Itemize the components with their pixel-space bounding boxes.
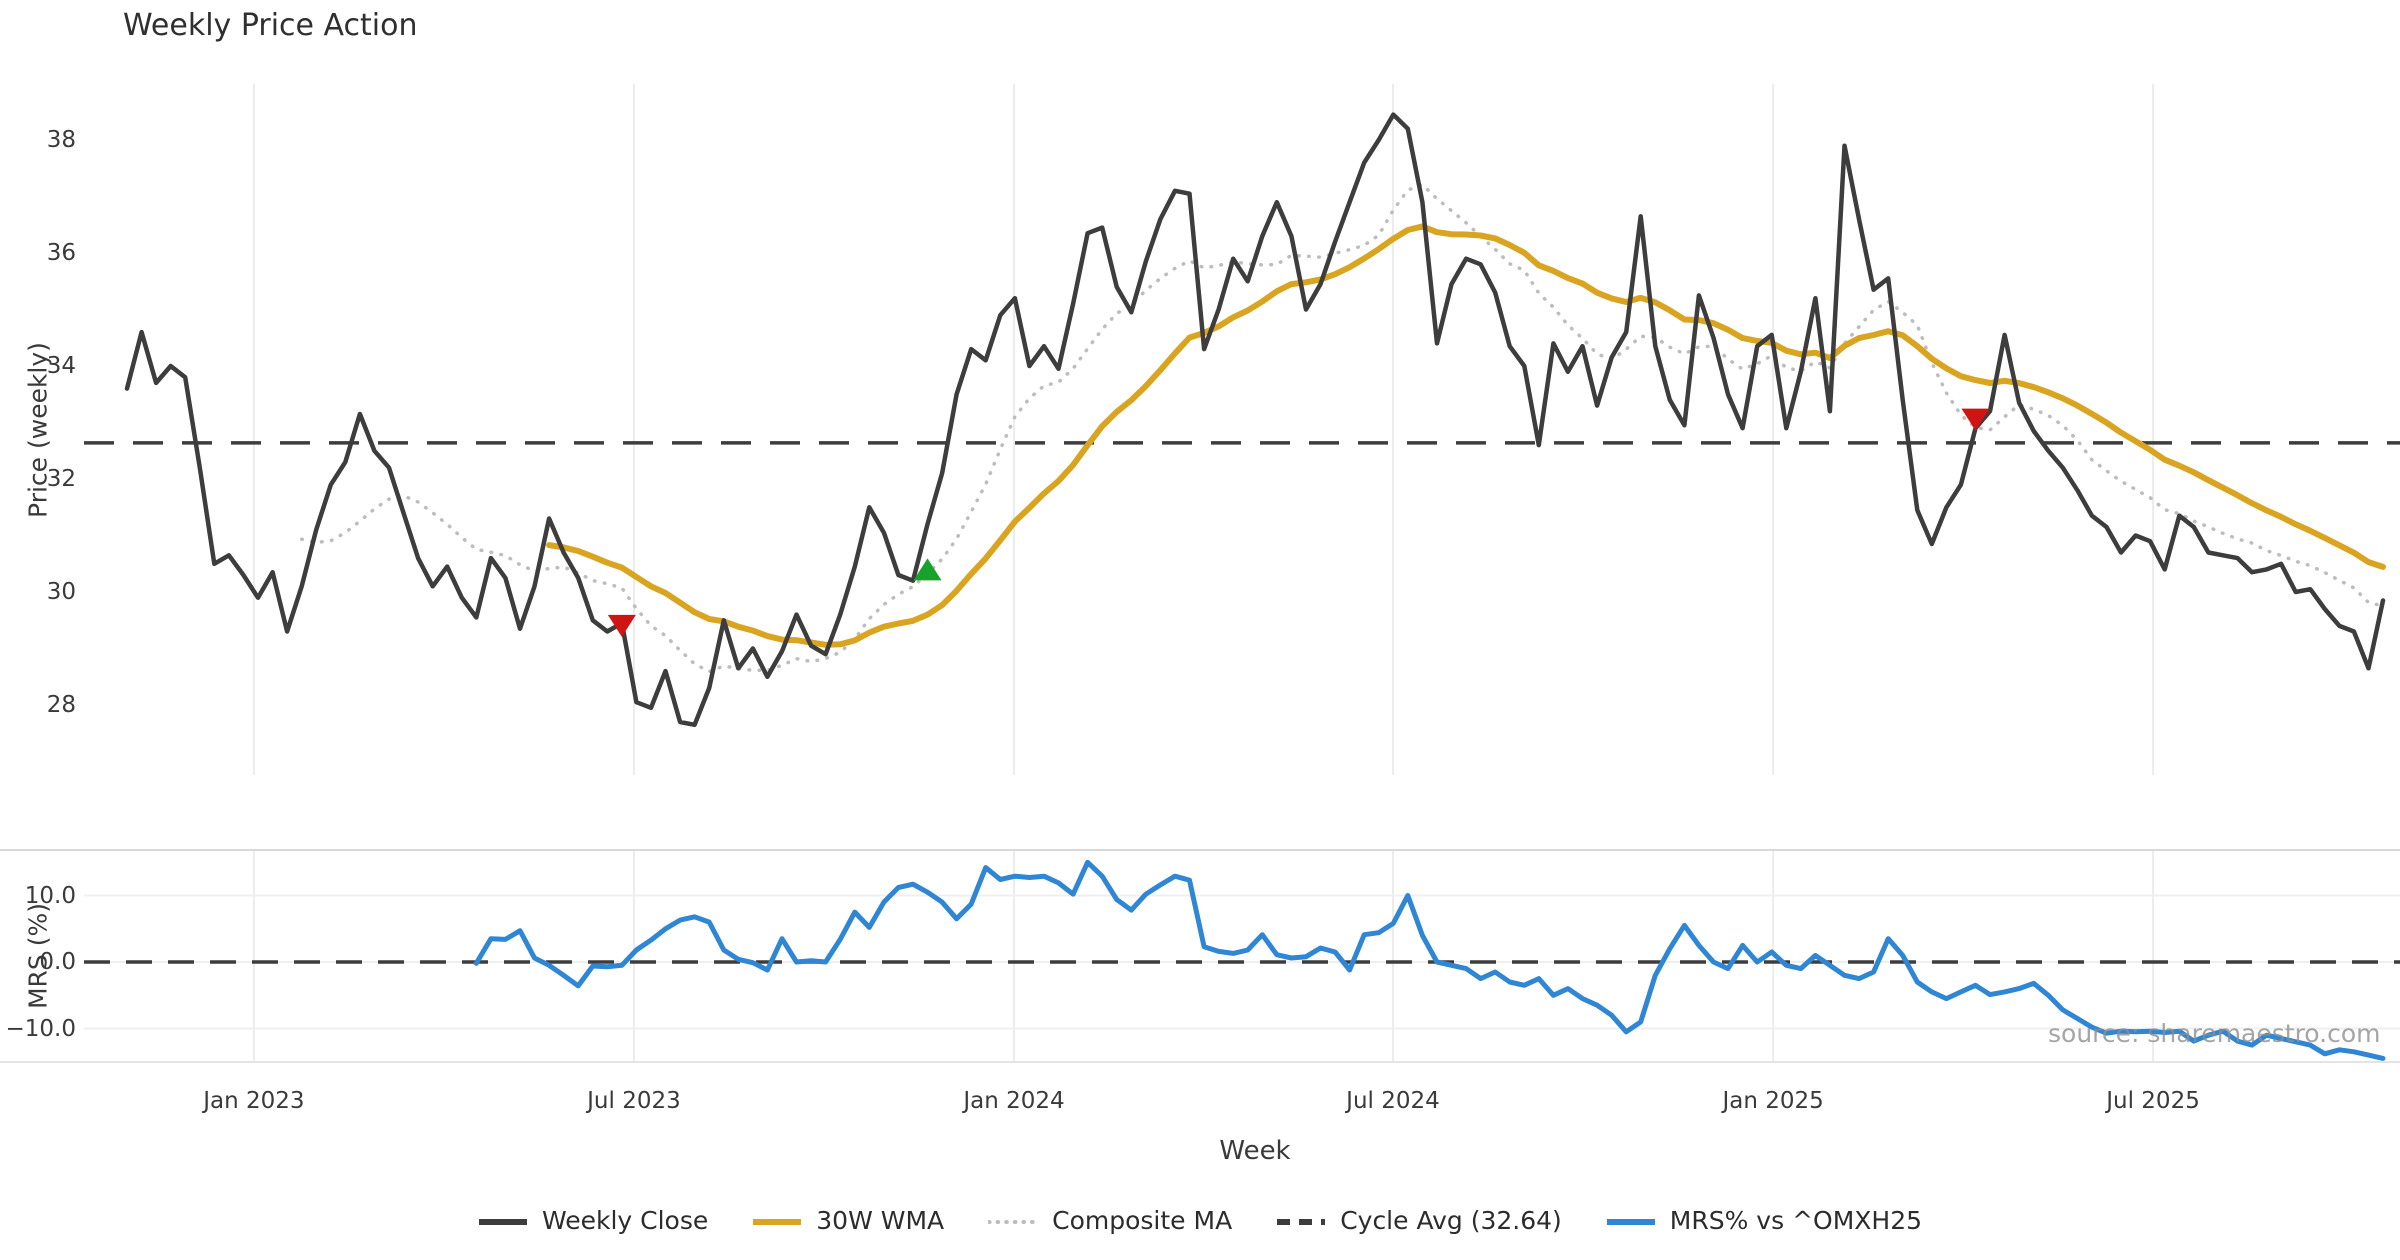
x-tick-label: Jul 2023: [587, 1088, 681, 1114]
price-tick-label: 32: [46, 466, 76, 492]
legend-swatch-icon: [988, 1219, 1039, 1224]
price-tick-label: 30: [46, 579, 76, 605]
composite-ma-line: [299, 182, 2385, 674]
legend-item: Weekly Close: [478, 1206, 708, 1235]
legend-label: Weekly Close: [541, 1206, 709, 1235]
wma-30w-line: [546, 223, 2386, 648]
price-tick-label: 36: [46, 240, 76, 266]
x-tick-label: Jan 2024: [963, 1088, 1065, 1114]
x-tick-label: Jul 2025: [2106, 1088, 2200, 1114]
legend: Weekly Close 30W WMA Composite MA Cycle Avg…: [0, 1206, 2400, 1235]
sell-marker-icon: [607, 614, 636, 637]
legend-swatch-icon: [753, 1218, 802, 1225]
weekly-close-line: [124, 112, 2386, 728]
mrs-line: [473, 859, 2386, 1061]
x-axis-label: Week: [1219, 1136, 1291, 1166]
price-tick-label: 34: [46, 353, 76, 379]
watermark-text: source: sharemaestro.com: [2048, 1019, 2381, 1048]
legend-swatch-icon: [1606, 1218, 1655, 1225]
chart-title: Weekly Price Action: [123, 8, 418, 43]
legend-swatch-icon: [1277, 1218, 1326, 1225]
x-tick-label: Jan 2023: [203, 1088, 305, 1114]
legend-label: Composite MA: [1052, 1206, 1233, 1235]
sell-marker-icon: [1961, 408, 1990, 431]
legend-label: MRS% vs ^OMXH25: [1669, 1206, 1923, 1235]
price-tick-label: 38: [46, 127, 76, 153]
legend-item: Cycle Avg (32.64): [1276, 1206, 1562, 1235]
price-tick-label: 28: [46, 692, 76, 718]
buy-marker-icon: [913, 558, 942, 581]
legend-item: Composite MA: [988, 1206, 1232, 1235]
legend-label: 30W WMA: [816, 1206, 945, 1235]
x-tick-label: Jan 2025: [1722, 1088, 1824, 1114]
legend-swatch-icon: [478, 1218, 527, 1225]
mrs-tick-label: 10.0: [24, 882, 76, 909]
x-tick-label: Jul 2024: [1346, 1088, 1440, 1114]
mrs-tick-label: 0.0: [39, 949, 76, 975]
legend-item: MRS% vs ^OMXH25: [1606, 1206, 1922, 1235]
legend-item: 30W WMA: [752, 1206, 944, 1235]
legend-label: Cycle Avg (32.64): [1340, 1206, 1562, 1235]
mrs-tick-label: −10.0: [5, 1015, 76, 1042]
